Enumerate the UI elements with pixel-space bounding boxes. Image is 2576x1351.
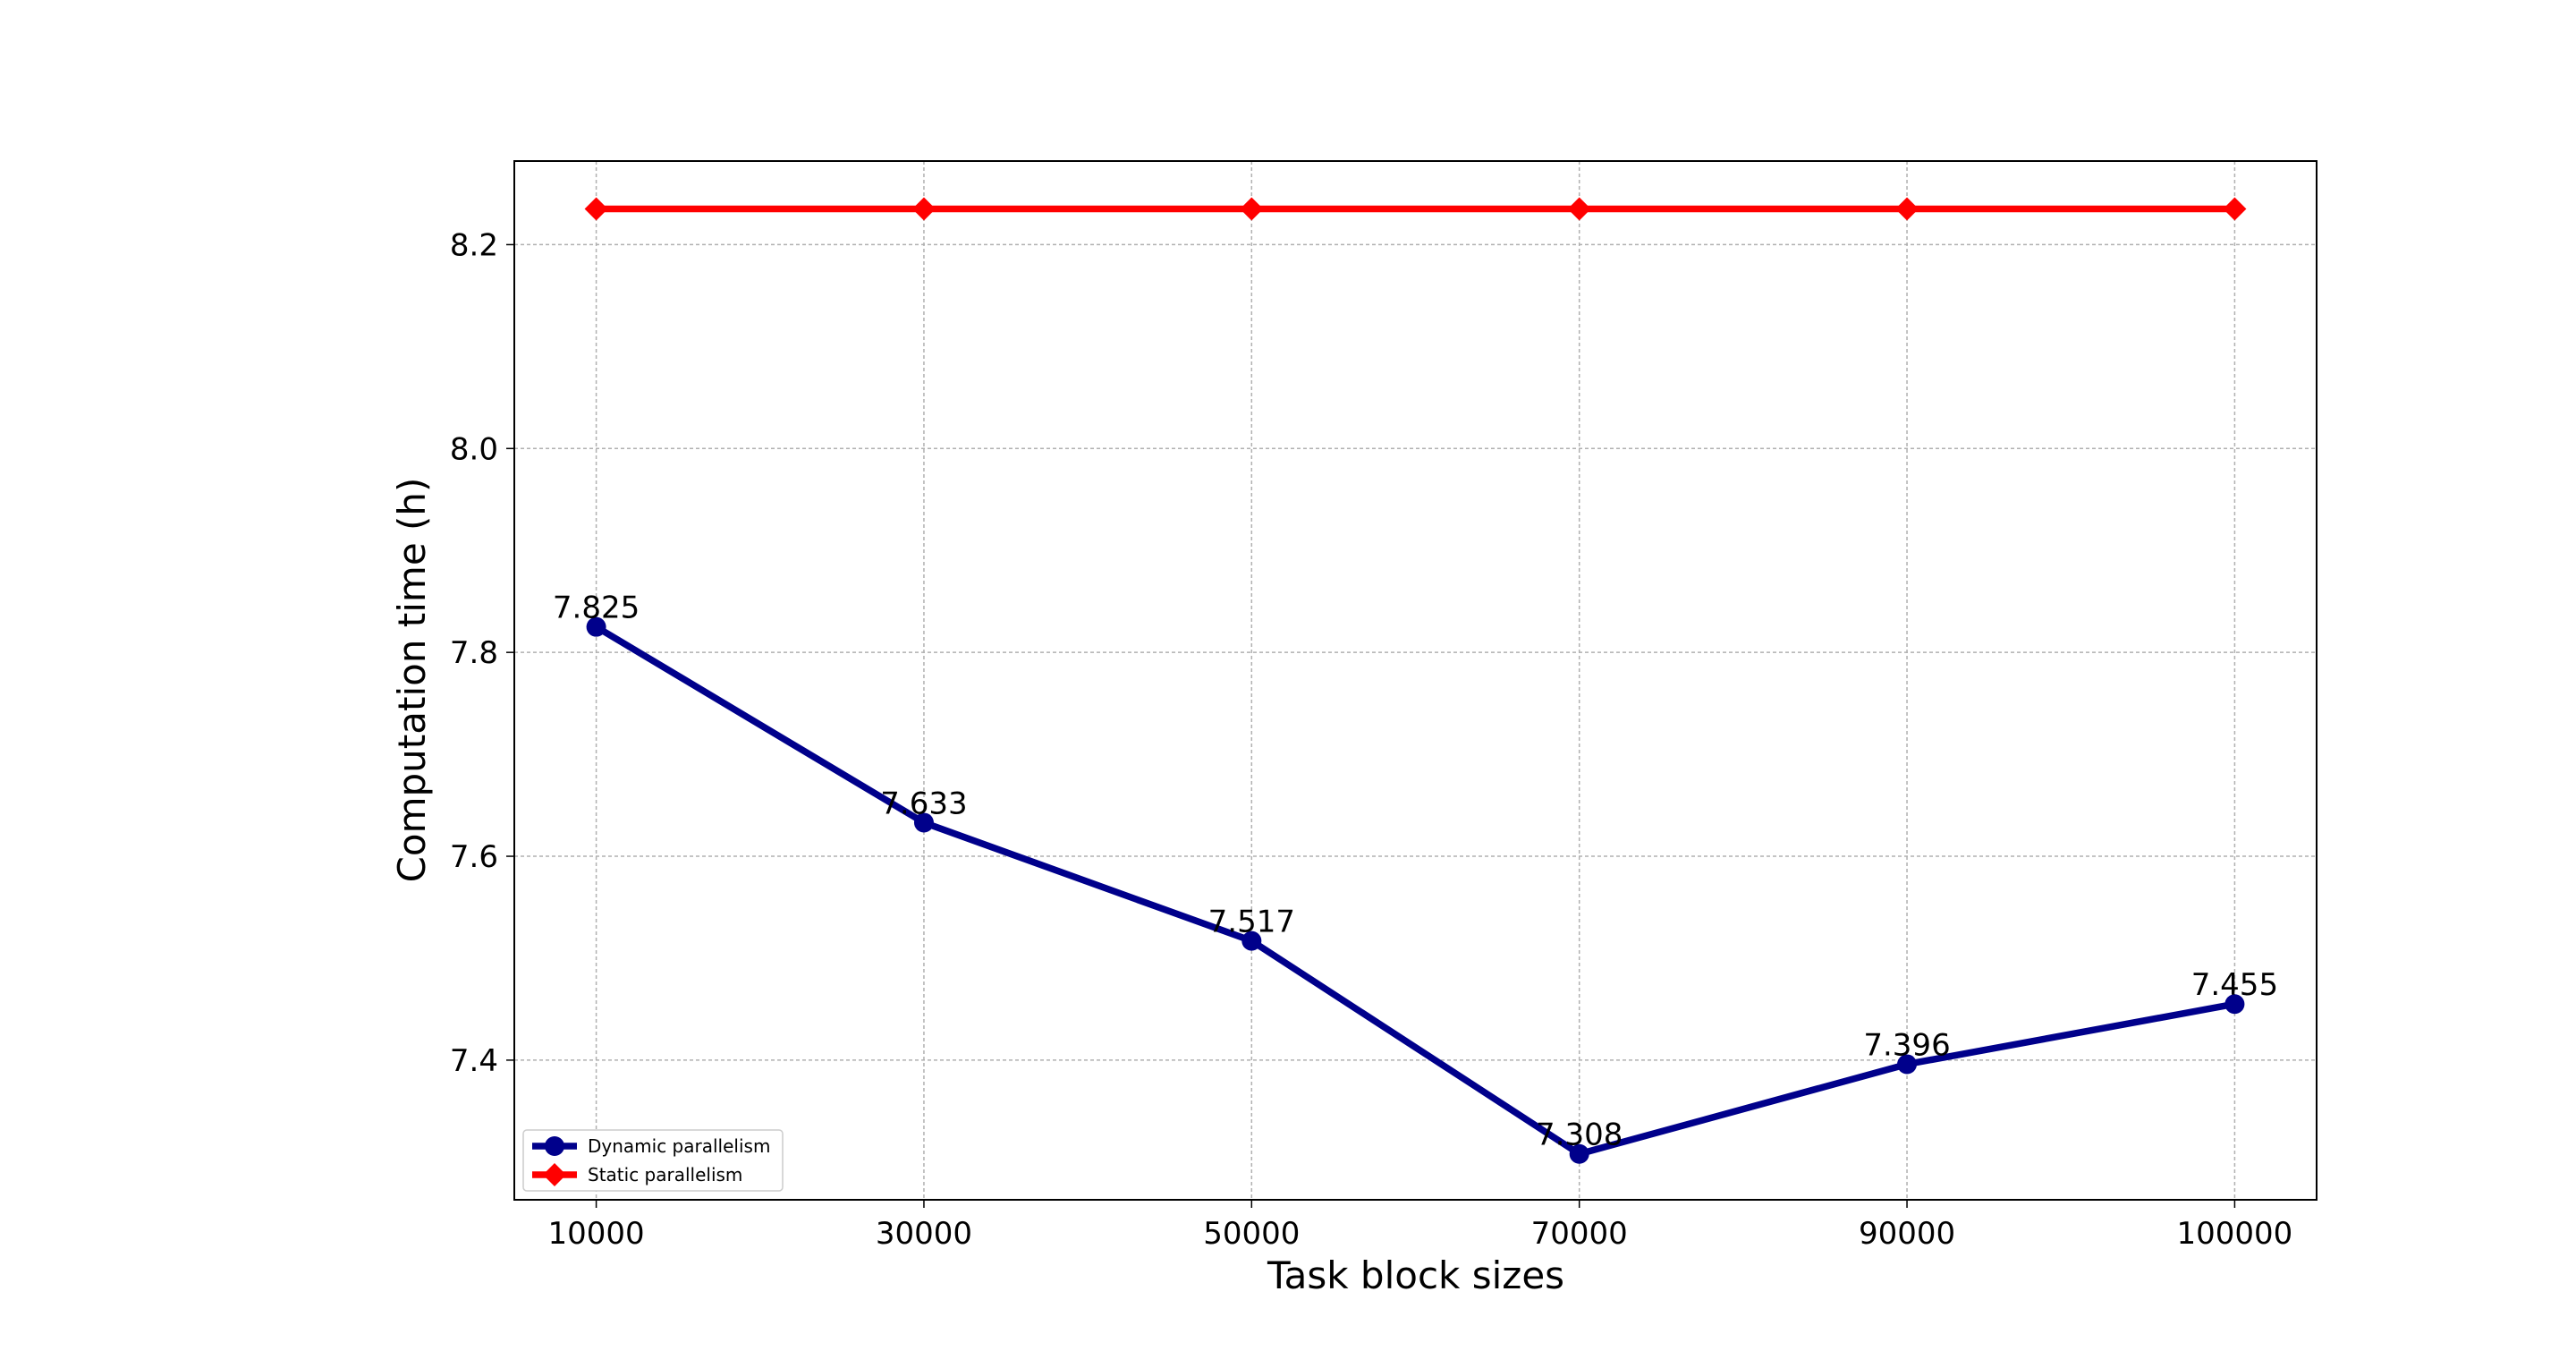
marker: [1895, 197, 1919, 221]
y-axis-label: Computation time (h): [390, 478, 434, 883]
marker: [584, 197, 608, 221]
legend-box: [522, 1129, 784, 1192]
marker: [1567, 197, 1591, 221]
legend-label: Static parallelism: [588, 1164, 742, 1185]
x-tick-label: 10000: [548, 1216, 645, 1252]
marker: [1569, 1143, 1589, 1164]
data-label: 7.396: [1863, 1027, 1950, 1063]
marker: [913, 812, 934, 833]
y-tick-label: 8.2: [450, 227, 498, 263]
data-label: 7.455: [2191, 967, 2278, 1003]
marker: [911, 197, 936, 221]
x-tick-label: 90000: [1859, 1216, 1955, 1252]
data-label: 7.517: [1208, 905, 1295, 940]
marker: [545, 1136, 564, 1156]
data-line: [594, 624, 2236, 1158]
marker: [1897, 1054, 1918, 1075]
x-tick-label: 30000: [876, 1216, 972, 1252]
x-tick-label: 100000: [2177, 1216, 2293, 1252]
plot-frame: [513, 160, 2318, 1201]
data-label: 7.825: [553, 591, 640, 626]
legend: Dynamic parallelism Static parallelism: [522, 1129, 784, 1192]
marker: [586, 616, 606, 637]
marker: [1240, 197, 1264, 221]
marker: [543, 1163, 566, 1186]
y-tick-label: 7.6: [450, 839, 498, 875]
x-tick-label: 50000: [1203, 1216, 1300, 1252]
marker: [1241, 930, 1262, 951]
y-tick-label: 7.8: [450, 635, 498, 671]
y-tick-label: 7.4: [450, 1043, 498, 1079]
marker: [2223, 197, 2247, 221]
marker: [2224, 994, 2245, 1015]
y-tick-label: 8.0: [450, 431, 498, 467]
x-tick-label: 70000: [1531, 1216, 1628, 1252]
x-axis-label: Task block sizes: [1267, 1253, 1564, 1297]
data-label: 7.633: [880, 786, 967, 821]
legend-label: Dynamic parallelism: [588, 1135, 770, 1157]
data-label: 7.308: [1536, 1117, 1623, 1153]
